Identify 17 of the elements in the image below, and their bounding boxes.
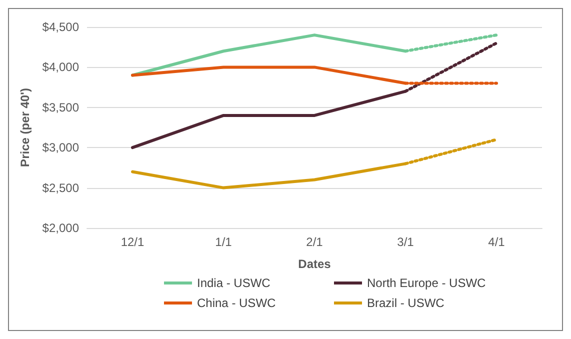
y-tick-label: $4,500 (42, 20, 80, 34)
legend-label: Brazil - USWC (367, 296, 445, 310)
y-tick-label: $2,500 (42, 180, 80, 195)
x-tick-label: 4/1 (488, 235, 506, 249)
x-tick-label: 2/1 (306, 235, 324, 249)
x-tick-label: 12/1 (120, 235, 144, 249)
legend-label: China - USWC (197, 296, 276, 310)
x-tick-label: 3/1 (397, 235, 414, 249)
x-tick-label: 1/1 (215, 235, 232, 249)
y-tick-label: $3,000 (42, 140, 80, 155)
legend-label: India - USWC (197, 276, 271, 290)
y-axis-title: Price (per 40') (18, 88, 32, 167)
legend-label: North Europe - USWC (367, 276, 486, 290)
x-axis-title: Dates (298, 257, 332, 271)
y-tick-label: $4,000 (42, 60, 80, 74)
y-tick-label: $2,000 (42, 221, 80, 235)
y-tick-label: $3,500 (42, 100, 80, 114)
